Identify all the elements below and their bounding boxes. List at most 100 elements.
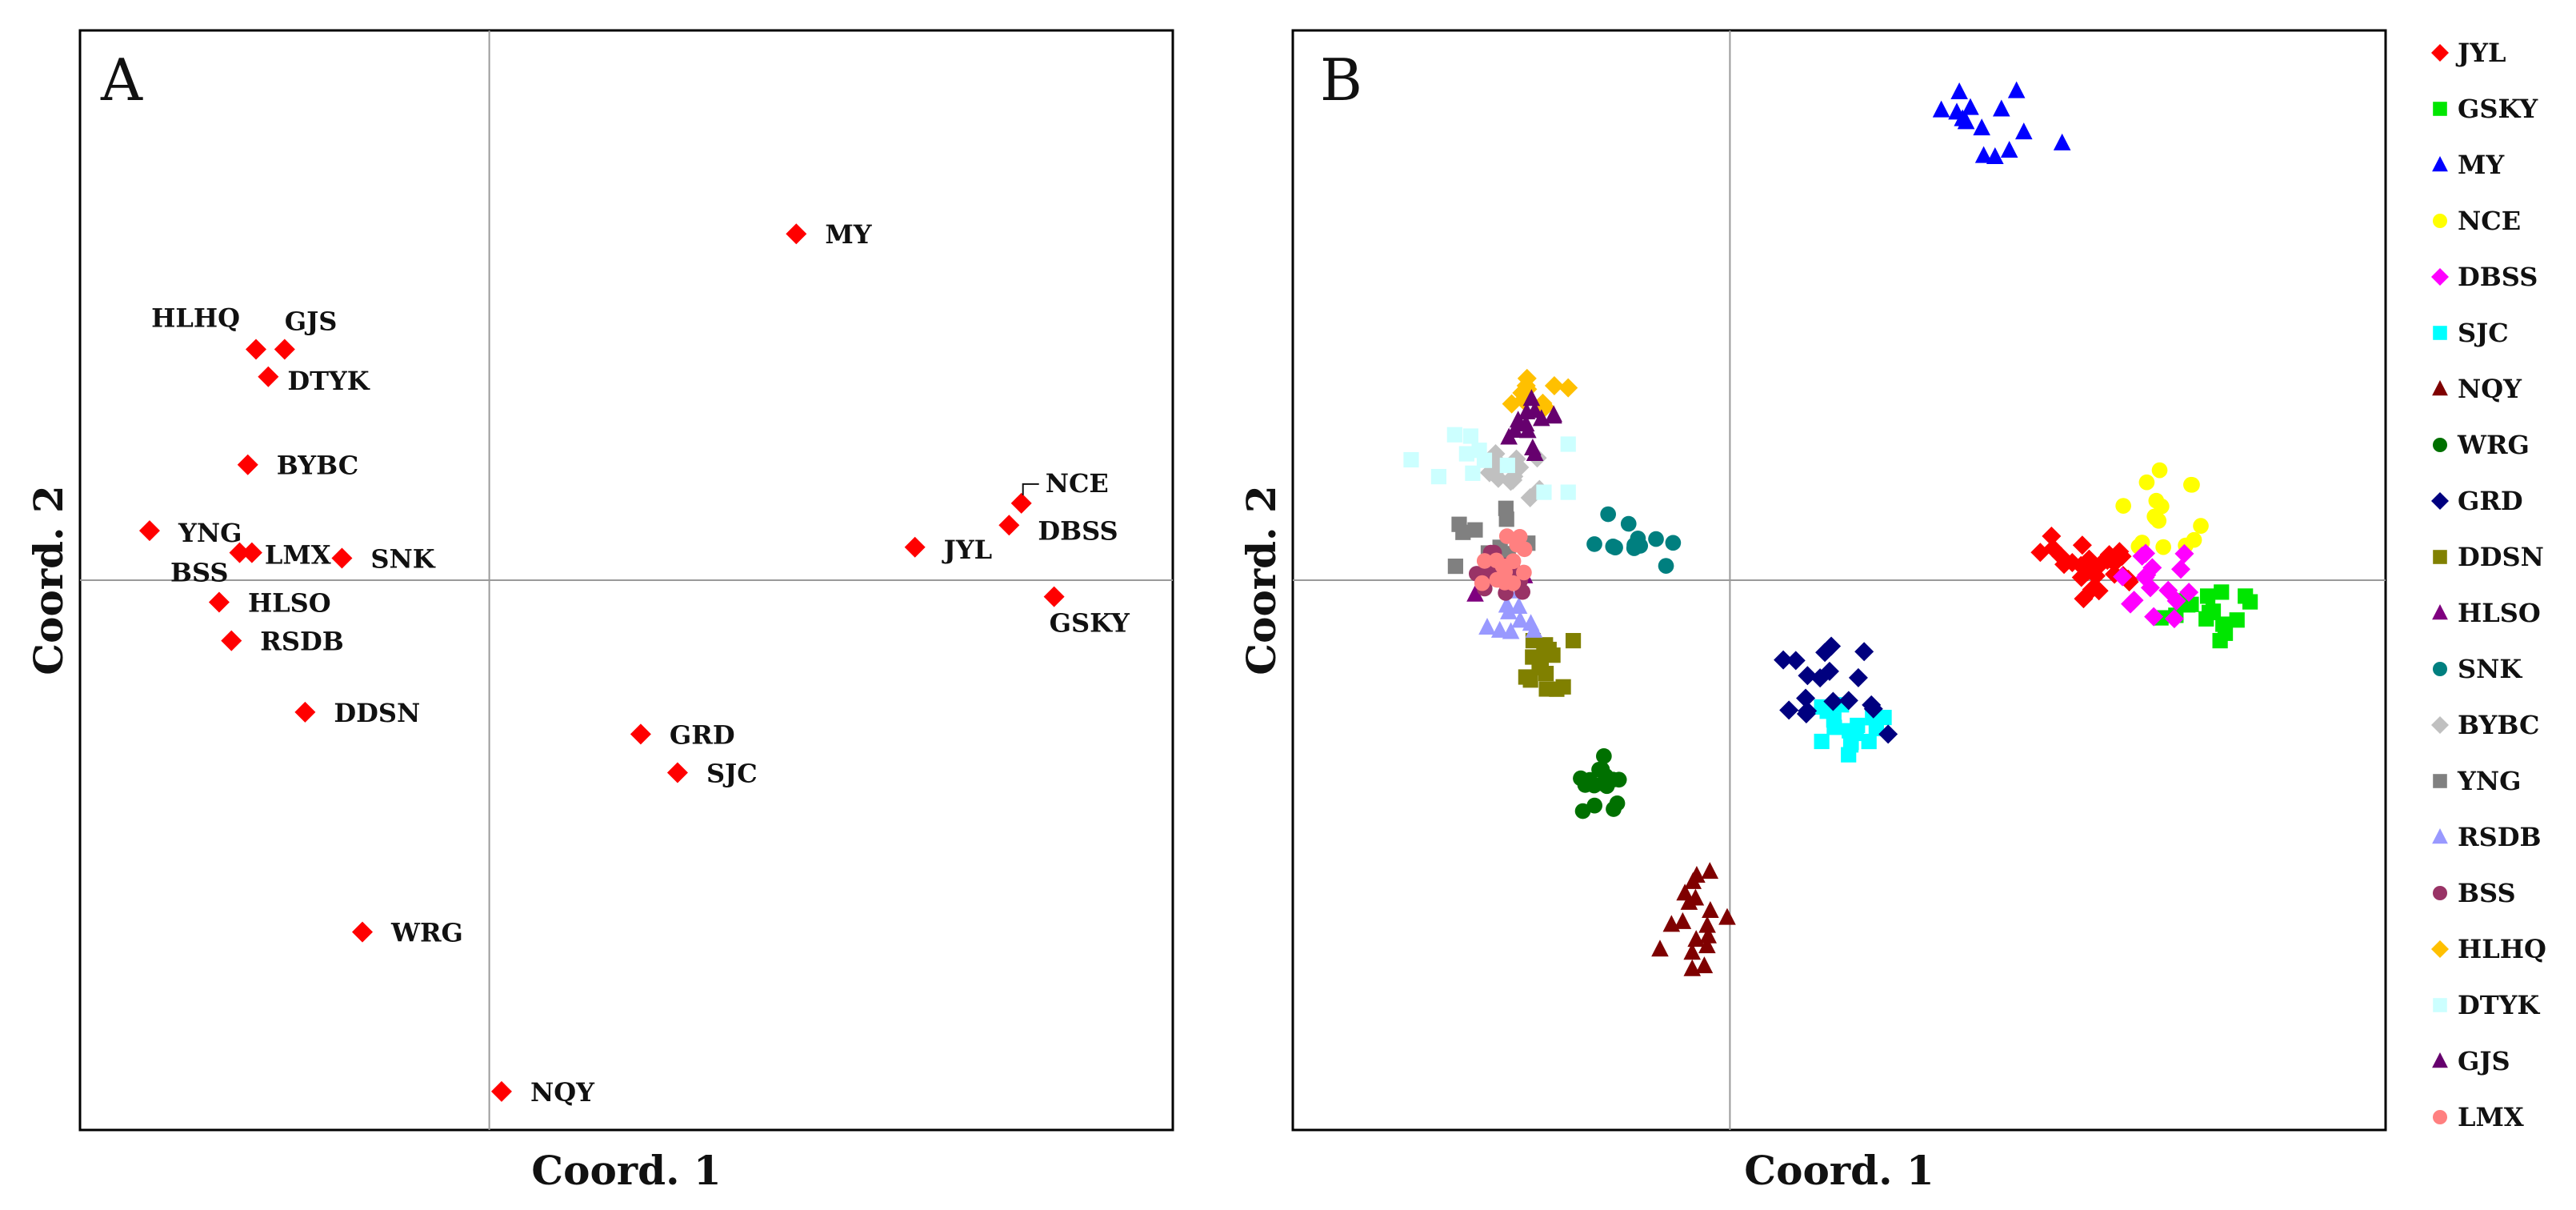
panel-b-point-dbss [2171, 559, 2191, 579]
panel-a-point-label: BSS [170, 558, 229, 588]
legend-marker-bybc [2431, 716, 2449, 734]
panel-a-points: MY HLHQ GJS DTYK BYBC NCE DBSS YNG LMX BSS SNK JYL G… [138, 219, 1130, 1108]
panel-b-point-my [1973, 118, 1990, 136]
panel-b-points [1403, 81, 2258, 976]
panel-b-point-yng [1498, 511, 1514, 527]
panel-b-point-dtyk [1462, 428, 1478, 444]
panel-b-point-dbss [2140, 578, 2160, 598]
legend-label-dbss: DBSS [2458, 262, 2538, 292]
panel-b-point-gjs [1526, 443, 1544, 461]
panel-b-point-dbss [2113, 567, 2133, 587]
panel-b-point-snk [1607, 539, 1623, 555]
panel-b-point-gsky [2242, 594, 2258, 610]
panel-b-y-title: Coord. 2 [1238, 485, 1285, 675]
panel-b-point-snk [1626, 537, 1642, 553]
panel-b-point-wrg [1586, 797, 1603, 814]
panel-b-point-sjc [1843, 735, 1859, 751]
legend-marker-dbss [2431, 268, 2449, 286]
panel-b-point-nqy [1698, 916, 1716, 933]
panel-b-point-rsdb [1478, 618, 1496, 635]
panel-b-point-sjc [1861, 733, 1877, 750]
panel-b-point-gjs [1519, 421, 1537, 439]
panel-a-point-label: YNG [178, 518, 242, 548]
panel-a-point-label: MY [825, 219, 872, 250]
panel-b-point-nqy [1701, 862, 1719, 879]
panel-b-point-dtyk [1458, 446, 1474, 462]
legend-label-snk: SNK [2458, 654, 2522, 684]
panel-b-point-gsky [2212, 632, 2228, 649]
legend-marker-nce [2432, 213, 2448, 229]
panel-b-point-my [1957, 112, 1975, 130]
panel-b-point-snk [1665, 535, 1682, 551]
panel-b-point-dtyk [1471, 443, 1487, 459]
panel-b-point-nqy [1698, 936, 1716, 954]
panel-a-point-bss [229, 542, 250, 563]
panel-b-point-gsky [2229, 612, 2245, 628]
panel-b-point-grd [1838, 691, 1858, 711]
legend-label-wrg: WRG [2457, 430, 2530, 460]
panel-a-point-label: NCE [1046, 468, 1109, 499]
panel-b-point-grd [1796, 688, 1816, 708]
panel-b-point-dbss [2166, 591, 2186, 611]
panel-b-point-wrg [1609, 795, 1626, 811]
panel-b-point-ddsn [1541, 641, 1557, 658]
panel-b-point-nqy [1683, 943, 1702, 960]
panel-b-point-snk [1648, 531, 1664, 547]
panel-a-point-dtyk [258, 366, 279, 387]
panel-b-point-gsky [2214, 584, 2230, 600]
panel-a-point-ddsn [294, 701, 316, 723]
panel-b-point-nqy [1695, 956, 1714, 974]
legend-label-sjc: SJC [2458, 318, 2509, 348]
panel-b-point-dbss [2121, 594, 2141, 614]
panel-b-point-nce [2186, 531, 2202, 548]
panel-b-point-nqy [1702, 901, 1719, 919]
panel-a-point-label: DTYK [287, 366, 370, 396]
panel-a-point-grd [630, 723, 651, 745]
panel-b-point-my [1974, 146, 1993, 163]
panel-b-point-rsdb [1498, 595, 1516, 613]
panel-b-point-my [1948, 102, 1966, 120]
panel-a-point-gsky [1043, 586, 1065, 607]
panel-b-point-dtyk [1560, 484, 1576, 500]
panel-b-x-title: Coord. 1 [1744, 1147, 1934, 1194]
panel-a-point-label: GJS [285, 306, 338, 336]
panel-b-point-jyl [2030, 543, 2050, 563]
panel-b-point-gjs [1545, 407, 1562, 424]
panel-b-point-ddsn [1555, 679, 1571, 695]
panel-b-point-sjc [1868, 720, 1884, 737]
panel-a-point-label: RSDB [260, 627, 344, 657]
panel-b-point-my [1962, 98, 1979, 115]
legend-marker-ddsn [2433, 550, 2447, 564]
legend-marker-grd [2431, 492, 2449, 510]
panel-b-point-ddsn [1538, 681, 1554, 697]
panel-b-point-nqy [1662, 915, 1681, 932]
legend-marker-my [2432, 156, 2448, 172]
panel-a-point-hlhq [245, 339, 266, 360]
panel-b-point-sjc [1814, 733, 1830, 750]
panel-b-point-dtyk [1560, 436, 1576, 452]
panel-b-point-wrg [1577, 777, 1594, 793]
panel-b-point-lmx [1516, 541, 1533, 558]
legend-label-nce: NCE [2458, 206, 2521, 236]
panel-a-scatter: MY HLHQ GJS DTYK BYBC NCE DBSS YNG LMX BSS SNK JYL G… [25, 29, 1174, 1194]
panel-b-point-gjs [1522, 389, 1541, 407]
panel-b-point-my [2000, 140, 2018, 158]
legend-marker-jyl [2431, 44, 2449, 62]
panel-b-point-sjc [1826, 719, 1842, 735]
panel-b-point-snk [1658, 558, 1674, 574]
panel-b-point-rsdb [1490, 620, 1509, 638]
panel-b-point-nce [2153, 498, 2170, 515]
panel-b-point-my [2053, 133, 2071, 150]
panel-a-point-label: JYL [942, 535, 992, 565]
panel-b-point-nqy [1680, 892, 1698, 910]
panel-b-point-nce [2115, 498, 2131, 514]
panel-b-point-my [2007, 81, 2026, 98]
panel-b-point-dtyk [1499, 457, 1515, 474]
panel-a-point-label: HLSO [248, 587, 331, 618]
panel-b-point-dtyk [1430, 468, 1447, 485]
legend-label-bybc: BYBC [2458, 710, 2539, 740]
legend-label-gsky: GSKY [2458, 94, 2538, 124]
legend-marker-hlso [2432, 604, 2448, 620]
legend-marker-dtyk [2433, 998, 2447, 1012]
panel-b-point-dtyk [1446, 427, 1462, 443]
